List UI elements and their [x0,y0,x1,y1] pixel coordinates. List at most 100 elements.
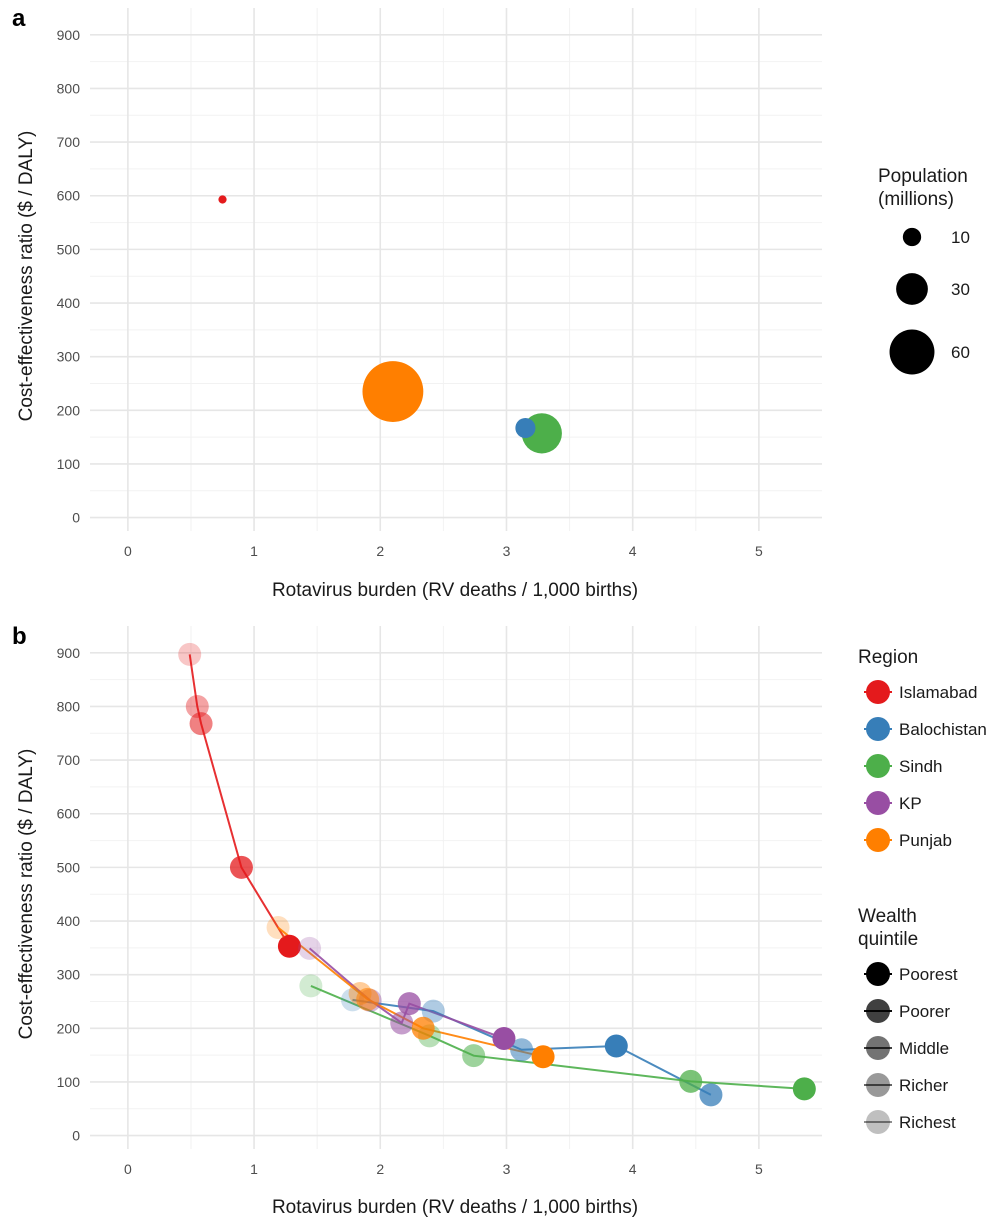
size-legend-circle-30 [896,273,928,305]
panel-b-y-ticks: 0 100 200 300 400 500 600 700 800 900 [57,645,81,1144]
size-legend-title-line-2: (millions) [878,189,954,210]
y-tick-label: 500 [57,859,81,875]
point-kp-poorer [397,992,421,1016]
region-legend-label: Punjab [899,831,952,850]
panel-b-label: b [12,623,27,650]
x-tick-label: 5 [755,543,763,559]
size-legend-label-60: 60 [951,343,970,362]
region-legend-label: Sindh [899,757,942,776]
point-kp-richest [298,936,322,960]
x-tick-label: 0 [124,543,132,559]
region-legend-swatch [866,717,890,741]
y-tick-label: 200 [57,1020,81,1036]
region-legend-items: Islamabad Balochistan Sindh KP Punjab [864,680,987,852]
y-tick-label: 100 [57,456,81,472]
panel-a-grid [90,8,822,531]
wealth-legend-label: Middle [899,1039,949,1058]
x-tick-label: 0 [124,1161,132,1177]
point-balochistan-poorer [699,1083,723,1107]
y-tick-label: 900 [57,27,81,43]
y-tick-label: 400 [57,295,81,311]
region-legend-swatch [866,680,890,704]
panel-b-grid [90,626,822,1149]
size-legend-items: 10 30 60 [889,227,970,375]
y-tick-label: 0 [72,510,80,526]
y-tick-label: 700 [57,134,81,150]
point-islamabad-middle [189,712,213,736]
wealth-legend-swatch [866,1036,890,1060]
panel-b-y-axis-title: Cost-effectiveness ratio ($ / DALY) [16,749,37,1040]
x-tick-label: 5 [755,1161,763,1177]
point-punjab-richest [266,915,290,939]
wealth-legend-swatch [866,999,890,1023]
point-islamabad-poorer [229,855,253,879]
x-tick-label: 4 [629,1161,637,1177]
panel-a-label: a [12,5,26,32]
x-tick-label: 3 [503,1161,511,1177]
point-islamabad-poorest [277,934,301,958]
y-tick-label: 600 [57,188,81,204]
x-tick-label: 1 [250,543,258,559]
panel-b-x-ticks: 0 1 2 3 4 5 [124,1161,763,1177]
y-tick-label: 300 [57,349,81,365]
x-tick-label: 2 [376,543,384,559]
wealth-legend-label: Poorer [899,1002,950,1021]
panel-b-points [178,642,816,1107]
wealth-legend-items: Poorest Poorer Middle Richer Richest [864,962,958,1134]
region-legend-swatch [866,791,890,815]
size-legend-label-30: 30 [951,280,970,299]
wealth-legend-label: Poorest [899,965,958,984]
panel-a: a 0 100 200 300 400 500 600 700 800 900 0 1 2 3 4 5 Ro… [12,5,970,601]
x-tick-label: 3 [503,543,511,559]
panel-b-x-axis-title: Rotavirus burden (RV deaths / 1,000 birt… [272,1197,638,1218]
wealth-legend-title-line-1: Wealth [858,906,917,927]
point-punjab [362,361,424,422]
point-islamabad-richer [185,694,209,718]
size-legend: Population (millions) 10 30 60 [878,166,970,375]
point-islamabad [218,195,227,204]
y-tick-label: 100 [57,1074,81,1090]
point-balochistan [515,417,536,439]
y-tick-label: 800 [57,80,81,96]
region-legend-swatch [866,754,890,778]
point-punjab-poorer [411,1016,435,1040]
point-balochistan-poorest [604,1034,628,1058]
size-legend-label-10: 10 [951,228,970,247]
region-legend-label: Balochistan [899,720,987,739]
panel-a-y-axis-title: Cost-effectiveness ratio ($ / DALY) [16,131,37,422]
region-legend-swatch [866,828,890,852]
wealth-legend-swatch [866,962,890,986]
region-legend-label: Islamabad [899,683,977,702]
wealth-legend-swatch [866,1110,890,1134]
x-tick-label: 2 [376,1161,384,1177]
wealth-legend: Wealth quintile Poorest Poorer Middle Riche… [858,906,958,1134]
panel-a-points [218,195,562,454]
y-tick-label: 800 [57,698,81,714]
size-legend-circle-10 [902,227,922,247]
y-tick-label: 300 [57,967,81,983]
region-legend-label: KP [899,794,922,813]
y-tick-label: 0 [72,1128,80,1144]
wealth-legend-label: Richer [899,1076,948,1095]
panel-a-y-ticks: 0 100 200 300 400 500 600 700 800 900 [57,27,81,526]
x-tick-label: 4 [629,543,637,559]
y-tick-label: 500 [57,241,81,257]
point-islamabad-richest [178,642,202,666]
y-tick-label: 400 [57,913,81,929]
region-legend: Region Islamabad Balochistan Sindh KP Punjab [858,647,987,852]
region-legend-title: Region [858,647,918,668]
panel-a-x-ticks: 0 1 2 3 4 5 [124,543,763,559]
panel-a-x-axis-title: Rotavirus burden (RV deaths / 1,000 birt… [272,580,638,601]
point-balochistan-richer [421,999,445,1023]
x-tick-label: 1 [250,1161,258,1177]
y-tick-label: 600 [57,806,81,822]
point-sindh-poorer [679,1069,703,1093]
wealth-legend-title-line-2: quintile [858,929,918,950]
point-kp-middle [390,1011,414,1035]
y-tick-label: 200 [57,402,81,418]
point-kp-poorest [492,1026,516,1050]
point-punjab-poorest [531,1045,555,1069]
point-balochistan-middle [510,1038,534,1062]
